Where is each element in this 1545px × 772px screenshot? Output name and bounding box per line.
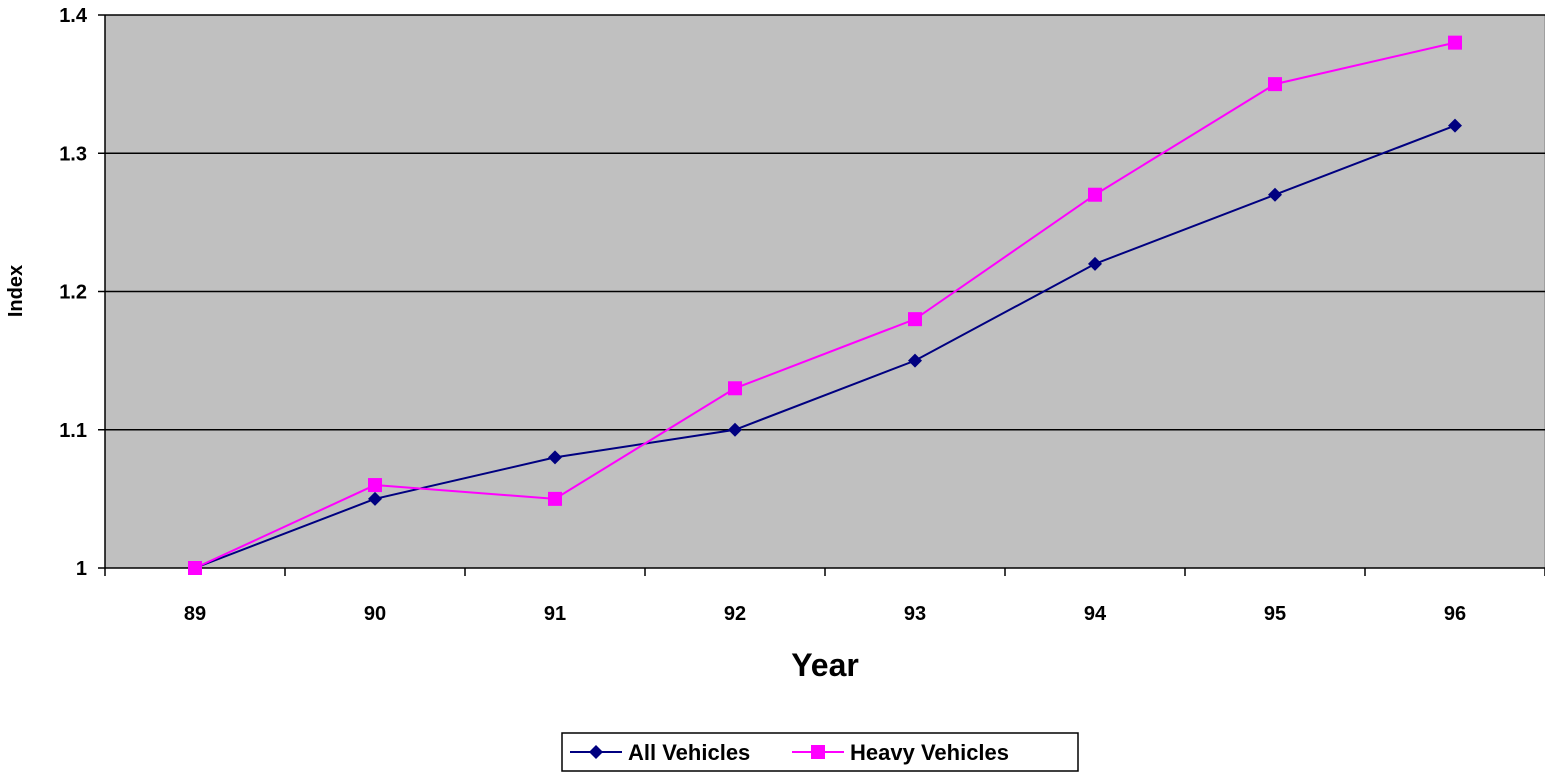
y-tick-labels: 1 1.1 1.2 1.3 1.4: [59, 5, 88, 580]
axes: [104, 15, 1545, 569]
legend-marker-all-vehicles: [589, 745, 603, 759]
y-tick-label: 1.2: [59, 282, 87, 304]
x-tick-label: 89: [184, 603, 206, 625]
data-point-heavy-vehicles: [1268, 77, 1282, 92]
series-lines: [188, 35, 1462, 575]
legend-label-heavy-vehicles: Heavy Vehicles: [850, 740, 1009, 765]
x-tick-label: 93: [904, 603, 926, 625]
data-point-heavy-vehicles: [368, 478, 382, 493]
legend: All Vehicles Heavy Vehicles: [561, 732, 1079, 772]
data-point-all-vehicles: [1448, 118, 1462, 133]
y-tick-label: 1: [76, 558, 87, 580]
data-point-heavy-vehicles: [908, 312, 922, 327]
y-tick-label: 1.4: [59, 5, 88, 27]
series-line-all-vehicles: [194, 124, 1456, 569]
series-line-heavy-vehicles: [194, 41, 1456, 569]
y-axis-title: Index: [5, 265, 27, 317]
data-point-all-vehicles: [1088, 256, 1102, 271]
y-tick-label: 1.3: [59, 143, 87, 165]
x-tick-label: 94: [1084, 603, 1107, 625]
data-point-heavy-vehicles: [548, 491, 562, 506]
x-tick-label: 90: [364, 603, 386, 625]
x-tick-label: 95: [1264, 603, 1286, 625]
data-point-all-vehicles: [728, 422, 742, 437]
data-point-heavy-vehicles: [188, 561, 202, 575]
data-point-heavy-vehicles: [1088, 187, 1102, 202]
legend-marker-heavy-vehicles: [811, 745, 825, 759]
y-tick-label: 1.1: [59, 420, 87, 442]
data-point-heavy-vehicles: [728, 381, 742, 396]
data-point-all-vehicles: [548, 450, 562, 465]
x-tick-label: 92: [724, 603, 746, 625]
data-point-heavy-vehicles: [1448, 35, 1462, 50]
x-tick-label: 91: [544, 603, 566, 625]
data-point-all-vehicles: [1268, 187, 1282, 202]
data-point-all-vehicles: [368, 491, 382, 506]
x-axis-title: Year: [791, 647, 859, 683]
data-point-all-vehicles: [908, 353, 922, 368]
gridlines: [98, 14, 1545, 576]
legend-label-all-vehicles: All Vehicles: [628, 740, 750, 765]
x-tick-label: 96: [1444, 603, 1466, 625]
x-tick-labels: 89 90 91 92 93 94 95 96: [184, 603, 1466, 625]
